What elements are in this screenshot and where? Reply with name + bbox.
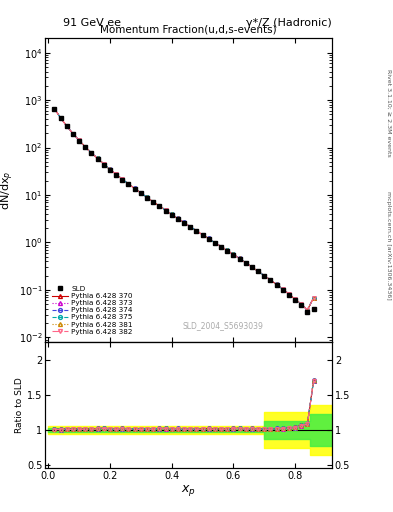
SLD [305,309,310,315]
X-axis label: $x_p$: $x_p$ [181,483,196,498]
SLD [274,282,279,288]
SLD [225,248,230,254]
SLD [200,232,205,238]
SLD [95,156,100,162]
SLD [256,268,261,274]
SLD [237,256,242,262]
SLD [213,240,217,246]
Line: SLD: SLD [52,106,316,314]
SLD [262,273,266,279]
SLD [299,303,304,309]
SLD [101,161,106,167]
SLD [250,264,254,270]
SLD [132,186,137,192]
Text: mcplots.cern.ch [arXiv:1306.3436]: mcplots.cern.ch [arXiv:1306.3436] [386,191,391,300]
SLD [194,228,199,234]
SLD [280,286,285,292]
Text: γ*/Z (Hadronic): γ*/Z (Hadronic) [246,18,332,28]
SLD [108,167,112,173]
SLD [71,131,75,137]
Text: SLD_2004_S5693039: SLD_2004_S5693039 [183,321,263,330]
SLD [83,144,88,150]
SLD [52,106,57,112]
SLD [293,297,298,303]
Text: 91 GeV ee: 91 GeV ee [63,18,121,28]
SLD [64,123,69,130]
SLD [126,181,131,187]
SLD [138,190,143,196]
SLD [268,277,273,283]
SLD [188,224,193,230]
Title: Momentum Fraction(u,d,s-events): Momentum Fraction(u,d,s-events) [100,25,277,35]
SLD [120,177,125,183]
SLD [231,252,236,258]
SLD [182,220,186,226]
Text: Rivet 3.1.10; ≥ 2.3M events: Rivet 3.1.10; ≥ 2.3M events [386,69,391,157]
SLD [58,115,63,121]
SLD [176,216,180,222]
SLD [151,199,156,205]
Y-axis label: Ratio to SLD: Ratio to SLD [15,377,24,433]
SLD [145,195,149,201]
Legend: SLD, Pythia 6.428 370, Pythia 6.428 373, Pythia 6.428 374, Pythia 6.428 375, Pyt: SLD, Pythia 6.428 370, Pythia 6.428 373,… [51,285,134,336]
SLD [219,244,223,250]
SLD [114,172,119,178]
SLD [169,211,174,218]
SLD [311,306,316,312]
Y-axis label: dN/dx$_p$: dN/dx$_p$ [0,170,16,210]
SLD [163,207,168,214]
SLD [77,138,81,144]
SLD [157,203,162,209]
SLD [89,150,94,156]
SLD [286,291,291,297]
SLD [206,236,211,242]
SLD [243,260,248,266]
